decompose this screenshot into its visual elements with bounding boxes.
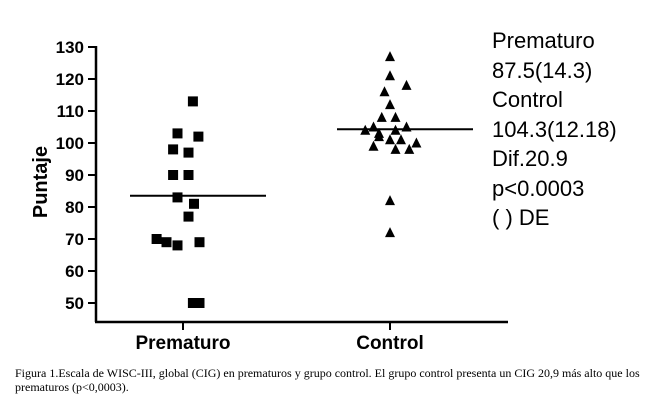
- triangle-point: [374, 131, 384, 142]
- y-tick-label: 110: [57, 102, 84, 121]
- triangle-point: [396, 134, 406, 145]
- y-tick-label: 120: [56, 70, 84, 89]
- axes: 50 60 70 80 90 100 110 120 130 Prematuro Control: [56, 38, 508, 354]
- triangle-point: [390, 111, 401, 122]
- square-point: [172, 192, 183, 203]
- y-tick-label: 90: [65, 166, 84, 185]
- annotation-line: ( ) DE: [492, 205, 550, 230]
- annotation-line: Dif.20.9: [492, 146, 568, 171]
- square-point: [183, 211, 194, 222]
- y-tick-label: 130: [56, 38, 84, 57]
- y-tick-label: 70: [65, 230, 84, 249]
- triangle-point: [385, 70, 395, 81]
- triangle-point: [368, 140, 379, 151]
- square-point: [187, 298, 198, 308]
- triangle-point: [385, 99, 395, 110]
- annotation-line: 87.5(14.3): [492, 57, 593, 83]
- figure-caption: Figura 1.Escala de WISC-III, global (CIG…: [15, 366, 640, 394]
- x-tick-label: Prematuro: [135, 333, 230, 354]
- annotation-line: p<0.0003: [492, 175, 585, 201]
- square-point: [193, 131, 204, 142]
- y-tick-label: 50: [65, 294, 84, 313]
- stats-annotation: Prematuro 87.5(14.3) Control 104.3(12.18…: [492, 26, 617, 233]
- triangle-point: [390, 143, 401, 154]
- square-point: [168, 144, 179, 155]
- y-tick-label: 60: [65, 262, 84, 281]
- square-point: [187, 96, 198, 107]
- triangle-point: [411, 137, 422, 148]
- square-point: [172, 128, 183, 139]
- annotation-line: 104.3(12.18): [492, 116, 617, 142]
- triangle-point: [401, 79, 412, 90]
- triangle-point: [385, 195, 395, 206]
- triangle-point: [379, 86, 390, 97]
- triangle-point: [385, 134, 395, 145]
- square-point: [194, 298, 205, 308]
- square-point: [172, 240, 183, 251]
- square-point: [151, 234, 162, 244]
- square-point: [183, 170, 194, 180]
- triangle-point: [376, 111, 387, 122]
- square-point: [168, 170, 179, 180]
- mean-lines: [130, 128, 473, 197]
- annotation-line: Prematuro: [492, 28, 595, 53]
- x-tick-label: Control: [356, 333, 424, 354]
- triangle-point: [385, 227, 395, 238]
- triangle-point: [404, 143, 415, 154]
- triangle-point: [385, 51, 395, 62]
- square-point: [189, 198, 199, 209]
- y-axis-label: Puntaje: [30, 146, 52, 218]
- square-point: [183, 147, 194, 158]
- y-tick-label: 100: [56, 134, 84, 153]
- annotation-line: Control: [492, 87, 563, 112]
- square-point: [194, 237, 205, 248]
- data-points: [151, 51, 422, 308]
- y-tick-label: 80: [65, 198, 84, 217]
- square-point: [161, 237, 172, 248]
